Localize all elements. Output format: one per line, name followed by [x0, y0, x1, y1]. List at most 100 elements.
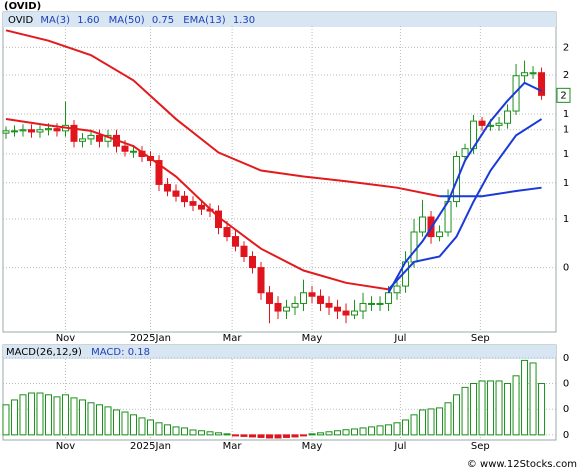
macd-bar: [44, 394, 52, 436]
macd-bar: [402, 419, 410, 436]
candle-body: [529, 72, 537, 75]
candle-body: [27, 129, 35, 133]
x-tick-label: May: [302, 333, 323, 344]
candle-body: [189, 201, 197, 206]
macd-bar: [240, 434, 248, 437]
candle-body: [393, 285, 401, 294]
candle-body: [2, 130, 10, 134]
x-tick-label: Sep: [471, 441, 490, 452]
x-tick-label: Jul: [393, 441, 406, 452]
candle-body: [521, 72, 529, 77]
macd-bar: [325, 431, 333, 436]
legend: OVID MA(3) 1.60 MA(50) 0.75 EMA(13) 1.30: [8, 15, 255, 26]
x-tick-label: 2025Jan: [130, 441, 171, 452]
macd-bar: [521, 359, 529, 436]
plot-layer: 2 2 1 1 1 1 1 0 Nov 2025Jan Mar May Jul Sep 2 0 0 0 0 Nov 20…: [2, 26, 571, 452]
macd-bar: [129, 414, 137, 436]
main-panel: [2, 11, 557, 333]
candle-body: [478, 120, 486, 126]
macd-bar: [385, 424, 393, 436]
macd-bar: [453, 394, 461, 436]
macd-bar: [249, 434, 257, 438]
candle-body: [10, 130, 18, 133]
macd-header-band: [3, 345, 556, 359]
candle-body: [249, 256, 257, 269]
x-tick-label: May: [302, 441, 323, 452]
candle-body: [78, 138, 86, 142]
macd-bar: [172, 426, 180, 436]
macd-bar: [368, 426, 376, 436]
macd-bar: [61, 394, 69, 436]
ma-line: [387, 81, 542, 294]
candle-body: [495, 122, 503, 126]
macd-value: 0.18: [128, 347, 150, 358]
price-tag-label: 2: [560, 90, 566, 101]
macd-bar: [300, 434, 308, 437]
x-tick-label: Mar: [223, 441, 243, 452]
candle-body: [240, 245, 248, 258]
macd-bar: [215, 432, 223, 436]
candle-body: [163, 183, 171, 192]
footer: © www.12Stocks.com: [467, 459, 577, 470]
macd-bar: [53, 396, 61, 436]
candle-body: [19, 129, 27, 132]
ma-line: [5, 118, 389, 291]
y-tick-label: 2: [563, 70, 569, 81]
macd-bar: [180, 427, 188, 436]
macd-bar: [138, 417, 146, 436]
legend-value: 1.30: [233, 15, 255, 26]
macd-bar: [410, 414, 418, 436]
price-tag: [556, 87, 571, 103]
macd-bar: [70, 397, 78, 436]
candle-body: [87, 134, 95, 140]
macd-bar: [206, 431, 214, 436]
candle-body: [44, 128, 52, 131]
legend-symbol: OVID: [8, 15, 33, 26]
candle-body: [53, 128, 61, 132]
macd-bar: [419, 409, 427, 436]
header-band: [3, 12, 556, 27]
macd-bar: [78, 399, 86, 436]
macd-bar: [342, 429, 350, 436]
macd-bar: [317, 432, 325, 436]
candle-body: [410, 231, 418, 263]
candle-body: [155, 160, 163, 185]
macd-bar: [538, 383, 546, 436]
macd-bar: [10, 399, 18, 436]
candle-body: [257, 267, 265, 294]
y-tick-label: 0: [563, 379, 569, 390]
legend-item: MA(50): [109, 15, 145, 26]
macd-bar: [232, 434, 240, 437]
x-tick-label: Mar: [223, 333, 243, 344]
candle-body: [376, 302, 384, 305]
y-tick-label: 0: [563, 404, 569, 415]
candle-body: [129, 150, 137, 153]
y-tick-label: 0: [563, 263, 569, 274]
macd-bar: [36, 392, 44, 436]
macd-bar: [87, 402, 95, 436]
y-tick-label: 0: [563, 430, 569, 441]
x-tick-label: 2025Jan: [130, 333, 171, 344]
chart-title: (OVID): [4, 1, 41, 12]
macd-bar: [529, 362, 537, 436]
candle-body: [95, 134, 103, 142]
macd-bar: [487, 380, 495, 436]
candle-body: [291, 302, 299, 308]
macd-bar: [504, 383, 512, 436]
macd-bar: [359, 427, 367, 436]
macd-bar: [470, 383, 478, 436]
x-tick-label: Nov: [56, 441, 76, 452]
ma-line: [5, 29, 440, 198]
macd-bar: [512, 375, 520, 436]
macd-bar: [495, 380, 503, 436]
candle-body: [385, 292, 393, 304]
macd-bar: [95, 404, 103, 436]
candle-body: [461, 148, 469, 157]
candle-body: [70, 124, 78, 142]
ma-line: [439, 186, 542, 198]
macd-bar: [436, 407, 444, 436]
y-tick-label: 1: [563, 109, 569, 120]
candle-body: [121, 145, 129, 152]
candle-body: [436, 231, 444, 238]
